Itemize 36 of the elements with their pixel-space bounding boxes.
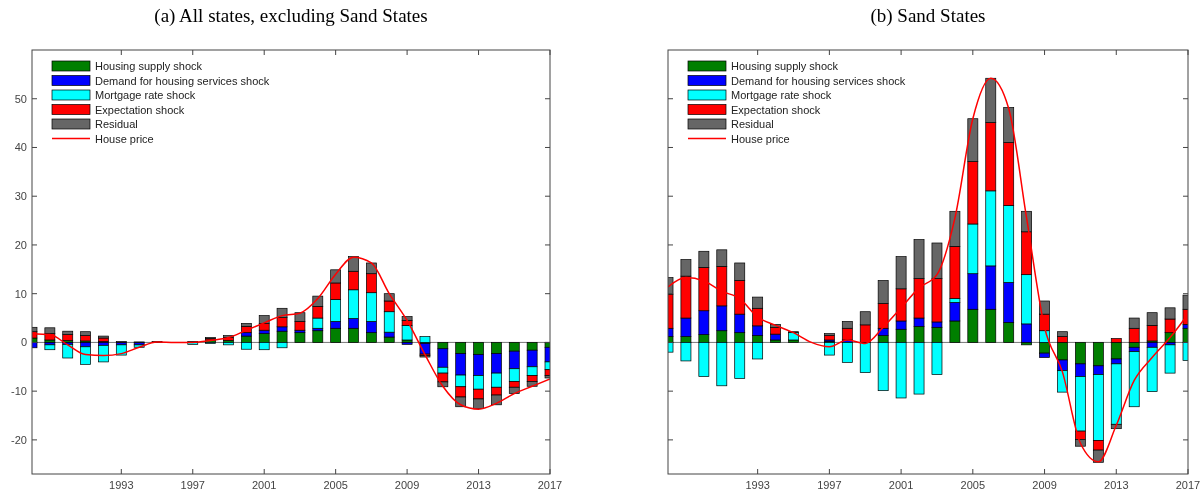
legend-label: Mortgage rate shock [731,89,832,101]
x-tick-label: 2017 [537,479,563,491]
x-tick-label: 2005 [323,479,348,491]
x-tick-label: 2013 [466,479,491,491]
legend-label: Demand for housing services shock [731,74,906,87]
chart-title: (a) All states, excluding Sand States [154,5,428,27]
legend-label: Expectation shock [95,103,185,116]
legend-label: Residual [731,118,774,130]
legend-label: Demand for housing services shock [95,74,270,87]
legend-label: Mortgage rate shock [95,89,196,101]
legend-label: Residual [95,118,138,130]
y-tick-label: 30 [14,190,27,203]
x-tick-label: 2009 [394,479,420,491]
x-tick-label: 2009 [1032,479,1057,491]
x-tick-label: 2013 [1104,479,1129,491]
y-tick-label: 50 [14,92,27,105]
x-tick-label: 1997 [817,479,842,491]
x-tick-label: 2017 [1175,479,1201,491]
y-tick-label: -10 [11,385,27,398]
x-tick-label: 1993 [109,479,134,491]
chart-title: (b) Sand States [870,5,986,27]
x-tick-label: 1993 [745,479,770,491]
y-tick-label: -20 [11,433,27,446]
legend-label: House price [95,132,154,145]
legend-label: House price [731,132,790,145]
y-tick-label: 40 [14,141,27,154]
y-tick-label: 20 [14,238,27,251]
x-tick-label: 2001 [888,479,914,491]
legend-label: Housing supply shock [731,60,839,72]
legend-label: Expectation shock [731,103,821,116]
legend-label: Housing supply shock [95,60,203,72]
x-tick-label: 2001 [251,479,277,491]
y-tick-label: 10 [14,287,27,300]
x-tick-label: 1997 [180,479,205,491]
y-tick-label: 0 [20,336,27,349]
x-tick-label: 2005 [960,479,986,491]
